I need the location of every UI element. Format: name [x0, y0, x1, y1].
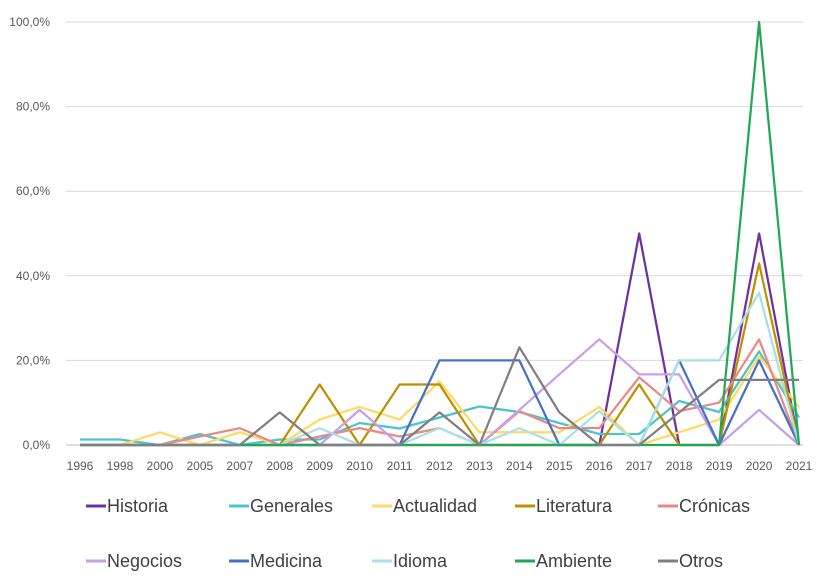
legend-item-generales: Generales [229, 496, 333, 516]
x-tick-label: 2008 [266, 459, 293, 473]
legend-label: Literatura [536, 496, 613, 516]
legend-item-historia: Historia [86, 496, 169, 516]
series-line-idioma [80, 291, 801, 447]
x-tick-label: 2015 [546, 459, 573, 473]
x-tick-label: 2019 [706, 459, 733, 473]
legend-label: Otros [679, 551, 723, 571]
x-tick-label: 2018 [666, 459, 693, 473]
legend-label: Idioma [393, 551, 448, 571]
legend-item-idioma: Idioma [372, 551, 448, 571]
series-line-actualidad [80, 355, 800, 447]
x-tick-label: 2000 [147, 459, 174, 473]
x-tick-label: 1998 [107, 459, 134, 473]
series-line-generales [80, 350, 800, 447]
legend-label: Generales [250, 496, 333, 516]
x-tick-label: 2010 [346, 459, 373, 473]
x-tick-label: 2017 [626, 459, 653, 473]
y-tick-label: 60,0% [16, 184, 50, 198]
legend-item-literatura: Literatura [515, 496, 613, 516]
x-tick-label: 2009 [306, 459, 333, 473]
series-lines [80, 20, 801, 447]
legend-item-negocios: Negocios [86, 551, 182, 571]
y-tick-label: 40,0% [16, 269, 50, 283]
legend-item-otros: Otros [658, 551, 723, 571]
legend-item-medicina: Medicina [229, 551, 323, 571]
gridlines [66, 21, 803, 446]
x-tick-label: 2020 [746, 459, 773, 473]
legend-label: Actualidad [393, 496, 477, 516]
legend-item-actualidad: Actualidad [372, 496, 477, 516]
x-tick-label: 1996 [67, 459, 94, 473]
y-tick-label: 80,0% [16, 100, 50, 114]
series-line-otros [80, 346, 799, 447]
x-tick-label: 2012 [426, 459, 453, 473]
legend-label: Historia [107, 496, 169, 516]
y-tick-label: 0,0% [23, 438, 51, 452]
legend-label: Medicina [250, 551, 323, 571]
x-tick-label: 2021 [786, 459, 813, 473]
x-tick-label: 2011 [387, 459, 413, 473]
legend-item-ambiente: Ambiente [515, 551, 612, 571]
x-axis-ticks: 1996 1998 2000 2005 2007 2008 2009 2010 2011 2012… [67, 459, 813, 473]
legend-label: Ambiente [536, 551, 612, 571]
legend: Historia Generales Actualidad Literatura Cró… [86, 496, 750, 571]
legend-label: Negocios [107, 551, 182, 571]
y-axis-ticks: 0,0% 20,0% 40,0% 60,0% 80,0% 100,0% [9, 15, 50, 452]
x-tick-label: 2005 [186, 459, 213, 473]
legend-label: Crónicas [679, 496, 750, 516]
y-tick-label: 100,0% [9, 15, 50, 29]
x-tick-label: 2013 [466, 459, 493, 473]
x-tick-label: 2007 [226, 459, 253, 473]
legend-item-cronicas: Crónicas [658, 496, 750, 516]
x-tick-label: 2016 [586, 459, 613, 473]
y-tick-label: 20,0% [16, 353, 50, 367]
x-tick-label: 2014 [506, 459, 533, 473]
